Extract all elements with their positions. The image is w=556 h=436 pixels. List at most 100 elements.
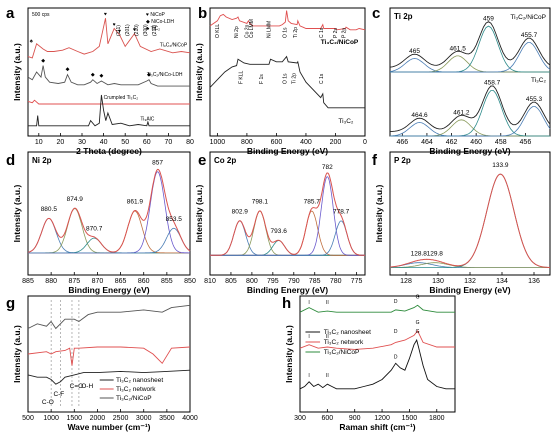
panel-b-x-tick-label: 800 <box>241 139 253 146</box>
panel-c-lower-component <box>389 122 550 137</box>
panel-a-x-tick-label: 10 <box>35 139 43 146</box>
panel-a-letter: a <box>6 5 15 22</box>
panel-b-peak-label: O 1s <box>283 27 289 38</box>
panel-b-peak-label: C 1s <box>319 73 325 84</box>
panel-b-letter: b <box>198 5 207 22</box>
panel-d-x-tick-label: 870 <box>92 278 104 285</box>
panel-e-x-tick-label: 795 <box>267 278 279 285</box>
panel-c-x-tick-label: 458 <box>495 139 507 146</box>
panel-b-peak-label: Ni 2p <box>234 26 240 38</box>
panel-c-upper-peak-label: 459 <box>483 16 494 23</box>
panel-h-legend-entry: Ti₃C₂/NiCoP <box>324 349 360 356</box>
panel-e-x-tick-label: 810 <box>204 278 216 285</box>
panel-a-peak-marker: ♥ <box>133 27 136 33</box>
panel-g-x-tick-label: 1500 <box>66 415 82 422</box>
panel-d-x-tick-label: 875 <box>68 278 80 285</box>
panel-d-envelope <box>27 168 191 253</box>
panel-c-lower-component <box>390 119 550 137</box>
panel-a-legend-entry: ♥ NiCoP <box>146 12 165 18</box>
panel-g-legend-entry: Ti₃C₂/NiCoP <box>116 395 152 402</box>
panel-a-curve-label: Ti₃AlC <box>140 117 154 123</box>
panel-a-x-tick-label: 40 <box>100 139 108 146</box>
panel-e-y-axis-label: Intensity (a.u.) <box>194 185 204 243</box>
panel-h-band-label: I <box>308 373 309 379</box>
panel-c-lower-component <box>390 106 551 137</box>
panel-e-x-tick-label: 790 <box>288 278 300 285</box>
panel-d-title: Ni 2p <box>32 156 52 165</box>
panel-b-y-axis-label: Intensity (a.u.) <box>194 43 204 101</box>
panel-e-peak-label: 778.7 <box>333 209 350 216</box>
panel-a-x-tick-label: 30 <box>78 139 86 146</box>
panel-h-legend-entry: Ti₃C₂ nanosheet <box>324 329 371 336</box>
panel-g-annotation: C-F <box>53 391 64 398</box>
panel-b-x-axis-label: Binding Energy (eV) <box>247 146 328 156</box>
panel-a-legend-entry: ♣ TiC₂ <box>146 26 160 32</box>
panel-b-peak-label: C 1s <box>319 27 325 38</box>
panel-g-annotation: O-H <box>81 383 93 390</box>
panel-c-lower-label: Ti₃C₂ <box>531 77 547 84</box>
panel-e-component <box>210 220 365 256</box>
panel-d-peak-label: 857 <box>152 159 163 166</box>
panel-e-component <box>210 240 365 256</box>
panel-d-peak-label: 853.5 <box>166 216 183 223</box>
panel-a-peak-marker: ♥ <box>104 12 107 18</box>
panel-d-x-tick-label: 860 <box>138 278 150 285</box>
panel-f-x-tick-label: 128 <box>400 278 412 285</box>
panel-g-annotation: C=O <box>70 383 84 390</box>
panel-d-component <box>27 217 190 254</box>
panel-f-peak-label: 128.8 <box>411 250 428 257</box>
panel-b-peak-label: Ti 2p <box>293 27 299 38</box>
panel-a-x-tick-label: 80 <box>186 139 194 146</box>
panel-d-peak-label: 870.7 <box>86 226 103 233</box>
panel-e-peak-label: 785.7 <box>304 199 321 206</box>
panel-g-annotation: C-O <box>42 399 54 406</box>
panel-a-series-line <box>27 65 190 87</box>
panel-d-frame <box>27 151 191 276</box>
panel-a-series-line <box>28 94 190 127</box>
panel-b-x-tick-label: 600 <box>271 139 283 146</box>
panel-d-x-tick-label: 885 <box>22 278 34 285</box>
panel-b-x-tick-label: 0 <box>363 139 367 146</box>
panel-b-x-tick-label: 1000 <box>210 139 226 146</box>
panel-h-x-axis-label: Raman shift (cm⁻¹) <box>339 422 415 432</box>
panel-d-letter: d <box>6 152 15 169</box>
panel-e-frame <box>209 151 366 276</box>
panel-e-x-tick-label: 800 <box>246 278 258 285</box>
panel-f-x-axis-label: Binding Energy (eV) <box>429 285 510 295</box>
panel-d-x-tick-label: 855 <box>161 278 173 285</box>
panel-c-letter: c <box>372 5 380 22</box>
panel-a-x-tick-label: 60 <box>143 139 151 146</box>
panel-b-peak-label: Ti 2p <box>292 73 298 84</box>
panel-f-peak-label: 133.9 <box>492 162 509 169</box>
panel-a-series-line <box>27 18 191 59</box>
panel-g-legend-entry: Ti₃C₂ network <box>116 386 156 393</box>
panel-b-peak-label: O KLL <box>215 24 221 38</box>
panel-g-x-tick-label: 3000 <box>136 415 152 422</box>
panel-e-x-axis-label: Binding Energy (eV) <box>247 285 328 295</box>
panel-e-envelope <box>210 172 365 256</box>
panel-b-series-line <box>209 55 365 109</box>
panel-c-x-tick-label: 456 <box>520 139 532 146</box>
panel-h-band-label: D <box>394 355 398 361</box>
panel-a-frame <box>27 7 191 137</box>
panel-a-y-axis-label: Intensity (a.u.) <box>12 43 22 101</box>
panel-h-series-line <box>299 329 455 350</box>
panel-a-peak-label: (201) <box>125 24 131 36</box>
panel-g-x-axis-label: Wave number (cm⁻¹) <box>67 422 150 432</box>
panel-a-peak-marker: ♥ <box>113 22 116 28</box>
panel-d-component <box>28 227 191 254</box>
panel-h-y-axis-label: Intensity (a.u.) <box>284 325 294 383</box>
panel-b-series-line <box>209 10 366 31</box>
panel-h-band-label: II <box>326 300 329 306</box>
panel-c-x-tick-label: 460 <box>470 139 482 146</box>
panel-a-peak-label: (210) <box>134 24 140 36</box>
panel-h-frame <box>299 295 456 413</box>
panel-f-y-axis-label: Intensity (a.u.) <box>374 185 384 243</box>
panel-b-peak-label: P 2p <box>341 28 347 38</box>
panel-d-x-tick-label: 880 <box>45 278 57 285</box>
panel-b-peak-label: Ni LMM <box>267 21 273 38</box>
panel-a-x-tick-label: 70 <box>165 139 173 146</box>
panel-b-curve-label: Ti₃C₂ <box>338 118 354 125</box>
panel-c-lower-peak-label: 455.3 <box>526 96 543 103</box>
